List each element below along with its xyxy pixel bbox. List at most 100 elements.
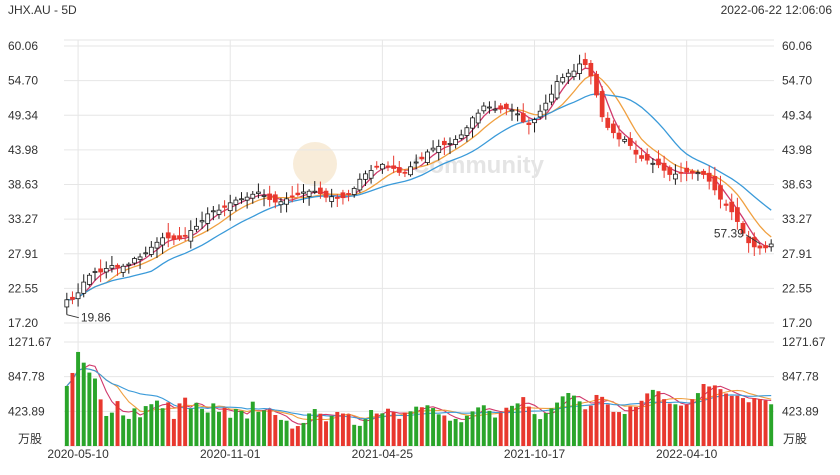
candle bbox=[419, 152, 425, 162]
volume-bar bbox=[633, 406, 638, 446]
volume-bar bbox=[188, 408, 193, 446]
low-leader bbox=[66, 314, 79, 319]
volume-bar bbox=[419, 407, 424, 446]
candle bbox=[503, 102, 509, 116]
y-tick-label: 17.20 bbox=[8, 316, 38, 330]
candle bbox=[571, 63, 577, 81]
volume-bar bbox=[425, 405, 430, 446]
volume-bar bbox=[329, 415, 334, 446]
volume-bar bbox=[459, 422, 464, 446]
volume-bar bbox=[453, 418, 458, 446]
volume-bar bbox=[200, 408, 205, 446]
candle bbox=[650, 158, 656, 174]
candle bbox=[272, 191, 278, 209]
candle bbox=[554, 74, 560, 101]
candle bbox=[757, 243, 763, 255]
candle bbox=[154, 237, 160, 258]
volume-bar bbox=[510, 405, 514, 446]
candle bbox=[751, 232, 757, 257]
candle bbox=[334, 194, 340, 207]
volume-bar bbox=[160, 408, 165, 446]
volume-grid bbox=[64, 341, 774, 412]
candle bbox=[103, 261, 109, 279]
candle bbox=[368, 164, 374, 184]
y-tick-label: 27.91 bbox=[8, 247, 38, 261]
volume-bar bbox=[177, 403, 182, 446]
volume-bar bbox=[594, 394, 599, 446]
candle bbox=[633, 140, 639, 164]
candle bbox=[64, 292, 70, 315]
volume-bar bbox=[380, 413, 385, 446]
candle bbox=[374, 161, 380, 170]
candle bbox=[611, 120, 616, 139]
volume-bar bbox=[98, 399, 103, 446]
y-tick-label: 54.70 bbox=[782, 74, 812, 88]
candle bbox=[81, 274, 87, 298]
candle bbox=[267, 185, 273, 207]
volume-bar bbox=[324, 421, 328, 446]
volume-bar bbox=[76, 351, 81, 446]
volume-bar bbox=[155, 400, 159, 446]
candle bbox=[430, 140, 436, 153]
price-axis-left: 60.06 54.70 49.34 43.98 38.63 33.27 27.91 22.55… bbox=[8, 39, 38, 330]
volume-bar bbox=[233, 409, 238, 446]
candle bbox=[735, 197, 740, 230]
candle bbox=[396, 161, 402, 176]
candle bbox=[75, 283, 81, 307]
candle bbox=[616, 125, 622, 147]
volume-bar bbox=[628, 406, 633, 446]
y-tick-label: 38.63 bbox=[782, 178, 812, 192]
candle bbox=[549, 84, 554, 106]
candle bbox=[537, 104, 543, 120]
volume-bar bbox=[476, 407, 481, 446]
candle bbox=[408, 161, 413, 177]
candle bbox=[475, 109, 481, 129]
candle bbox=[678, 162, 684, 183]
candle bbox=[441, 137, 447, 156]
volume-unit-label: 万股 bbox=[18, 432, 42, 446]
candle bbox=[729, 193, 735, 221]
volume-bar bbox=[707, 386, 712, 446]
y-tick-label: 49.34 bbox=[8, 108, 38, 122]
candle bbox=[216, 204, 222, 219]
volume-bar bbox=[448, 420, 452, 446]
volume-bar bbox=[690, 399, 695, 446]
candle bbox=[492, 100, 498, 113]
volume-bar bbox=[600, 396, 605, 446]
volume-bar bbox=[622, 414, 627, 446]
price-axis-right: 60.06 54.70 49.34 43.98 38.63 33.27 27.91 22.55… bbox=[782, 39, 812, 330]
y-tick-label: 54.70 bbox=[8, 74, 38, 88]
volume-bar bbox=[684, 404, 689, 446]
volume-bars bbox=[64, 351, 774, 446]
candle bbox=[70, 291, 75, 305]
volume-bar bbox=[571, 395, 576, 446]
volume-tick-label: 1271.67 bbox=[782, 335, 826, 349]
volume-bar bbox=[138, 417, 143, 446]
volume-bar bbox=[295, 426, 300, 446]
candle bbox=[301, 184, 306, 203]
volume-bar bbox=[605, 404, 610, 446]
candle bbox=[560, 73, 566, 85]
candle bbox=[605, 112, 611, 131]
volume-bar bbox=[374, 413, 379, 446]
volume-bar bbox=[577, 401, 582, 446]
candle bbox=[222, 200, 227, 217]
candle bbox=[306, 189, 312, 206]
candle bbox=[413, 154, 419, 170]
volume-bar bbox=[352, 424, 357, 446]
volume-bar bbox=[414, 406, 419, 446]
volume-bar bbox=[498, 412, 503, 446]
volume-bar bbox=[312, 409, 317, 446]
volume-bar bbox=[278, 419, 283, 446]
candle bbox=[661, 155, 667, 178]
volume-bar bbox=[543, 413, 548, 446]
volume-bar bbox=[290, 428, 295, 446]
y-tick-label: 27.91 bbox=[782, 247, 812, 261]
volume-bar bbox=[307, 413, 312, 446]
volume-bar bbox=[93, 378, 97, 446]
volume-bar bbox=[673, 404, 678, 446]
candle bbox=[182, 227, 188, 241]
candle bbox=[656, 150, 661, 169]
chart-title: JHX.AU - 5D bbox=[8, 3, 77, 17]
candle bbox=[582, 52, 588, 69]
